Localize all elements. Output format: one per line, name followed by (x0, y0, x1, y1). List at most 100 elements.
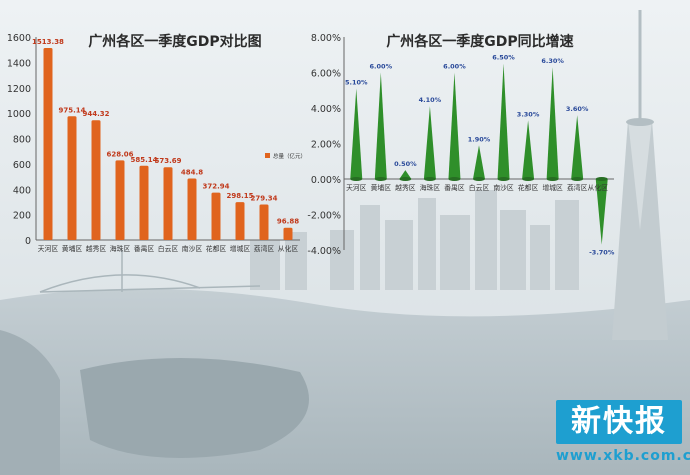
chart1-bar (235, 202, 245, 240)
chart1-y-tick: 0 (25, 236, 31, 247)
chart2-x-tick: 荔湾区 (567, 183, 588, 192)
chart2-cone-base (595, 177, 608, 181)
chart1-y-tick: 600 (13, 160, 31, 171)
chart2-cone-base (571, 177, 584, 181)
skyline (250, 190, 579, 290)
chart2-data-label: 0.50% (394, 160, 417, 168)
chart2-y-tick: -4.00% (307, 246, 341, 257)
chart1-y-tick: 1000 (7, 109, 31, 120)
chart2-data-label: 3.60% (566, 105, 589, 113)
chart1-bar (163, 167, 173, 240)
chart1-data-label: 298.15 (226, 192, 253, 200)
chart2-x-tick: 越秀区 (395, 183, 416, 192)
chart2-cone (473, 145, 485, 179)
chart1-y-tick: 400 (13, 185, 31, 196)
chart2-data-label: 3.30% (517, 110, 540, 118)
chart2-y-tick: 8.00% (311, 33, 341, 44)
chart2-cone-base (350, 177, 363, 181)
chart1-x-tick: 番禺区 (134, 245, 155, 253)
chart1-x-tick: 荔湾区 (254, 244, 275, 253)
chart2-y-tick: -2.00% (307, 211, 341, 222)
chart2-x-tick: 黄埔区 (371, 183, 392, 192)
chart1-bar (139, 165, 149, 240)
chart1-x-tick: 海珠区 (110, 244, 131, 253)
chart2-cone (374, 72, 387, 179)
chart1-y-tick: 1200 (7, 84, 31, 95)
chart1-x-tick: 黄埔区 (62, 244, 83, 253)
chart1-data-label: 484.8 (181, 168, 203, 176)
chart1-x-tick: 增城区 (230, 244, 251, 253)
chart1-bar (187, 178, 197, 240)
chart1-data-label: 975.14 (58, 106, 85, 114)
chart2-x-tick: 海珠区 (420, 183, 441, 192)
chart2-y-tick: 2.00% (311, 140, 341, 151)
chart1-x-tick: 白云区 (158, 244, 179, 253)
chart2-cone (448, 72, 461, 179)
chart2-data-label: 6.50% (492, 54, 515, 62)
chart2-cone-base (399, 177, 412, 181)
chart2-cone (399, 170, 412, 179)
chart1-data-label: 372.94 (202, 183, 229, 191)
chart1-x-tick: 从化区 (278, 244, 299, 253)
chart2-title: 广州各区一季度GDP同比增速 (386, 33, 573, 50)
chart2-data-label: 6.30% (541, 57, 564, 65)
chart2-cone-base (522, 177, 535, 181)
chart1-data-label: 628.06 (106, 150, 133, 158)
chart1-x-tick: 南沙区 (182, 244, 203, 253)
chart2-y-tick: 4.00% (311, 104, 341, 115)
chart1-bar (211, 192, 221, 240)
chart1-bar (43, 47, 53, 240)
chart2-data-label: 4.10% (419, 96, 442, 104)
chart1-y-tick: 1600 (7, 33, 31, 44)
chart2-x-tick: 番禺区 (444, 184, 465, 192)
chart2-data-label: 5.10% (345, 78, 368, 86)
chart2-x-tick: 花都区 (518, 183, 539, 192)
chart2-cone (546, 67, 559, 179)
chart1-y-tick: 800 (13, 135, 31, 146)
chart2-x-tick: 增城区 (542, 183, 563, 192)
chart2-x-tick: 白云区 (469, 183, 490, 192)
chart2-cone (571, 115, 584, 179)
chart2-data-label: 1.90% (468, 135, 491, 143)
chart1-data-label: 944.32 (82, 110, 109, 118)
chart2-x-tick: 南沙区 (493, 183, 514, 192)
chart1-legend-label: 总量（亿元） (273, 152, 306, 160)
chart2-data-label: -3.70% (589, 249, 615, 257)
chart2-cone (497, 63, 510, 179)
chart1-title: 广州各区一季度GDP对比图 (88, 33, 261, 50)
chart1-y-tick: 200 (13, 211, 31, 222)
chart1-legend-swatch (265, 153, 270, 158)
chart1-bar (67, 116, 77, 240)
bridge (39, 250, 261, 293)
canton-tower (612, 10, 668, 340)
chart2-cone-base (546, 177, 559, 181)
chart2-data-label: 6.00% (370, 63, 393, 71)
chart1-bar (115, 160, 125, 240)
chart1-bar (283, 227, 293, 240)
chart1-x-tick: 天河区 (38, 245, 59, 253)
chart2-x-tick: 从化区 (588, 183, 609, 192)
chart2-cone-base (497, 177, 510, 181)
chart2-cone-base (448, 177, 461, 181)
chart2-y-tick: 0.00% (311, 175, 341, 186)
chart1-x-tick: 越秀区 (86, 244, 107, 253)
chart1-bar (259, 204, 269, 240)
chart2-y-tick: 6.00% (311, 69, 341, 80)
chart1-data-label: 585.14 (130, 156, 157, 164)
chart2-cone (350, 88, 363, 179)
chart1-data-label: 96.88 (277, 218, 299, 226)
chart2-cone-base (374, 177, 387, 181)
chart1-data-label: 1513.38 (32, 38, 64, 46)
chart2-cone-base (473, 177, 485, 181)
newspaper-url: www.xkb.com.cn (556, 448, 690, 464)
chart1-bar (91, 120, 101, 240)
chart2-cone-base (423, 177, 436, 181)
chart1-x-tick: 花都区 (206, 244, 227, 253)
chart1-data-label: 279.34 (250, 195, 277, 203)
chart2-cone (423, 106, 436, 179)
chart2-cone (522, 120, 535, 179)
newspaper-logo: 新快报 (556, 400, 682, 444)
chart1-data-label: 573.69 (154, 157, 181, 165)
